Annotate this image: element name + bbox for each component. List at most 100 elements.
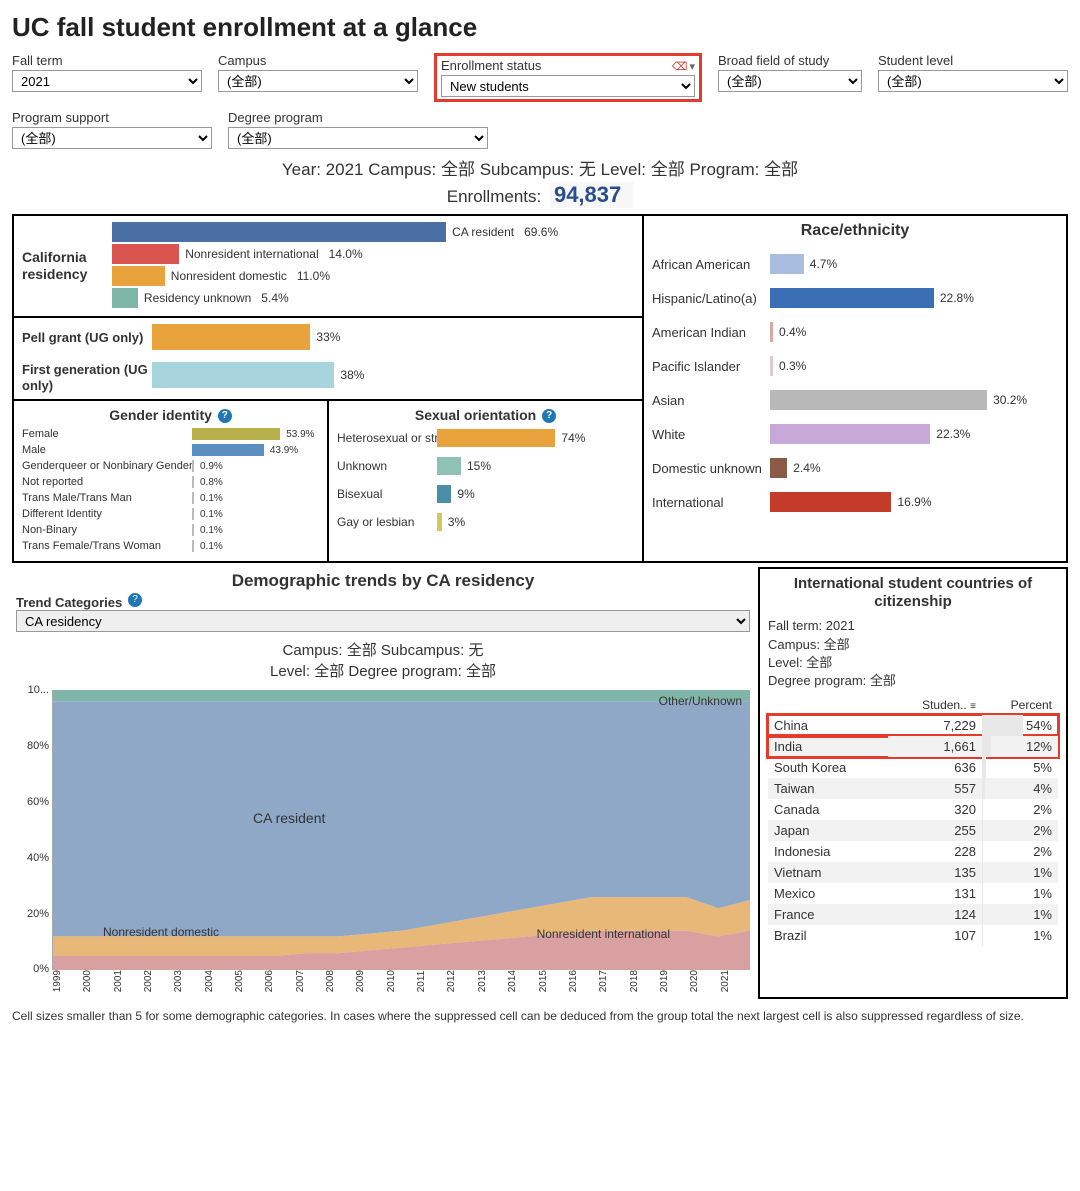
year-tick: 2015	[538, 970, 568, 994]
race-panel: Race/ethnicity African American 4.7% His…	[642, 216, 1066, 561]
filter-campus: Campus (全部)	[218, 53, 418, 102]
residency-bar: Nonresident domestic 11.0%	[112, 266, 634, 286]
table-row[interactable]: Taiwan557 4%	[768, 778, 1058, 799]
bottom-panels: Demographic trends by CA residency ? Tre…	[12, 567, 1068, 998]
gender-bar: Not reported 0.8%	[22, 475, 319, 489]
year-tick: 2021	[720, 970, 750, 994]
year-tick: 2013	[477, 970, 507, 994]
filter-student-level: Student level (全部)	[878, 53, 1068, 102]
table-row[interactable]: Indonesia228 2%	[768, 841, 1058, 862]
race-bar: Hispanic/Latino(a) 22.8%	[652, 288, 1058, 308]
trend-categories-select[interactable]: CA residency	[16, 610, 750, 632]
residency-bar: Residency unknown 5.4%	[112, 288, 634, 308]
year-tick: 2010	[386, 970, 416, 994]
filter-degree-program: Degree program (全部)	[228, 110, 488, 149]
pell-label: Pell grant (UG only)	[22, 324, 152, 352]
table-row[interactable]: India1,661 12%	[768, 736, 1058, 757]
filter-label: Student level	[878, 53, 1068, 68]
filter-fall-term: Fall term 2021	[12, 53, 202, 102]
degree-program-select[interactable]: (全部)	[228, 127, 488, 149]
dropdown-icon[interactable]: ▾	[689, 60, 695, 73]
gender-bar: Female 53.9%	[22, 427, 319, 441]
enrollments-value: 94,837	[550, 182, 633, 208]
year-tick: 2008	[325, 970, 355, 994]
table-row[interactable]: Vietnam135 1%	[768, 862, 1058, 883]
filter-label: Fall term	[12, 53, 202, 68]
trend-filter-label: Trend Categories	[16, 595, 122, 610]
student-level-select[interactable]: (全部)	[878, 70, 1068, 92]
program-support-select[interactable]: (全部)	[12, 127, 212, 149]
enrollment-status-select[interactable]: New students	[441, 75, 695, 97]
year-tick: 2009	[355, 970, 385, 994]
race-bar: Pacific Islander 0.3%	[652, 356, 1058, 376]
year-tick: 2014	[507, 970, 537, 994]
filter-label: Enrollment status	[441, 58, 541, 73]
enrollments-line: Enrollments: 94,837	[12, 182, 1068, 208]
year-tick: 2005	[234, 970, 264, 994]
year-tick: 2002	[143, 970, 173, 994]
fall-term-select[interactable]: 2021	[12, 70, 202, 92]
race-bar: White 22.3%	[652, 424, 1058, 444]
filter-label: Campus	[218, 53, 418, 68]
residency-bar: CA resident 69.6%	[112, 222, 634, 242]
firstgen-label: First generation (UG only)	[22, 362, 152, 393]
page-title: UC fall student enrollment at a glance	[12, 12, 1068, 43]
race-bar: African American 4.7%	[652, 254, 1058, 274]
gender-orientation-row: Gender identity ? Female 53.9% Male 43.9…	[14, 401, 642, 561]
footnote: Cell sizes smaller than 5 for some demog…	[12, 1009, 1068, 1025]
campus-select[interactable]: (全部)	[218, 70, 418, 92]
year-tick: 2006	[264, 970, 294, 994]
gender-panel: Gender identity ? Female 53.9% Male 43.9…	[14, 401, 329, 561]
year-tick: 2017	[598, 970, 628, 994]
orientation-bar: Bisexual 9%	[337, 483, 634, 505]
orientation-bar: Heterosexual or straight 74%	[337, 427, 634, 449]
year-tick: 2001	[113, 970, 143, 994]
info-icon[interactable]: ?	[218, 409, 232, 423]
race-bar: Asian 30.2%	[652, 390, 1058, 410]
year-tick: 2000	[82, 970, 112, 994]
filter-enrollment-status: Enrollment status ⌫ ▾ New students	[434, 53, 702, 102]
table-row[interactable]: France124 1%	[768, 904, 1058, 925]
filter-label: Broad field of study	[718, 53, 862, 68]
year-tick: 2011	[416, 970, 446, 994]
race-bar: American Indian 0.4%	[652, 322, 1058, 342]
filter-label: Degree program	[228, 110, 488, 125]
summary-line: Year: 2021 Campus: 全部 Subcampus: 无 Level…	[12, 155, 1068, 180]
year-tick: 2018	[629, 970, 659, 994]
year-tick: 2019	[659, 970, 689, 994]
year-tick: 2016	[568, 970, 598, 994]
orientation-bar: Unknown 15%	[337, 455, 634, 477]
table-row[interactable]: Canada320 2%	[768, 799, 1058, 820]
metric-bar: 38%	[152, 362, 634, 388]
year-tick: 2004	[204, 970, 234, 994]
year-tick: 1999	[52, 970, 82, 994]
info-icon[interactable]: ?	[542, 409, 556, 423]
filter-program-support: Program support (全部)	[12, 110, 212, 149]
year-tick: 2003	[173, 970, 203, 994]
residency-bar: Nonresident international 14.0%	[112, 244, 634, 264]
gender-bar: Different Identity 0.1%	[22, 507, 319, 521]
trend-subheader: Campus: 全部 Subcampus: 无 Level: 全部 Degree…	[16, 640, 750, 682]
trend-panel: Demographic trends by CA residency ? Tre…	[12, 567, 754, 998]
race-bar: Domestic unknown 2.4%	[652, 458, 1058, 478]
sort-icon[interactable]: ≡	[970, 701, 976, 712]
clear-filter-icon[interactable]: ⌫	[672, 60, 688, 73]
table-row[interactable]: Japan255 2%	[768, 820, 1058, 841]
broad-field-select[interactable]: (全部)	[718, 70, 862, 92]
race-bar: International 16.9%	[652, 492, 1058, 512]
table-row[interactable]: Brazil107 1%	[768, 925, 1058, 946]
table-row[interactable]: Mexico131 1%	[768, 883, 1058, 904]
residency-label: California residency	[22, 222, 112, 310]
table-row[interactable]: China7,229 54%	[768, 715, 1058, 737]
intl-panel: International student countries of citiz…	[758, 567, 1068, 998]
top-panels: California residency CA resident 69.6% N…	[12, 214, 1068, 563]
year-tick: 2012	[446, 970, 476, 994]
area-chart[interactable]: 10...80%60%40%20%0% Other/Unknown CA res…	[52, 690, 750, 970]
orientation-panel: Sexual orientation ? Heterosexual or str…	[329, 401, 642, 561]
table-row[interactable]: South Korea636 5%	[768, 757, 1058, 778]
residency-panel: California residency CA resident 69.6% N…	[14, 216, 642, 318]
year-tick: 2007	[295, 970, 325, 994]
gender-bar: Non-Binary 0.1%	[22, 523, 319, 537]
filter-label: Program support	[12, 110, 212, 125]
metric-bar: 33%	[152, 324, 634, 350]
